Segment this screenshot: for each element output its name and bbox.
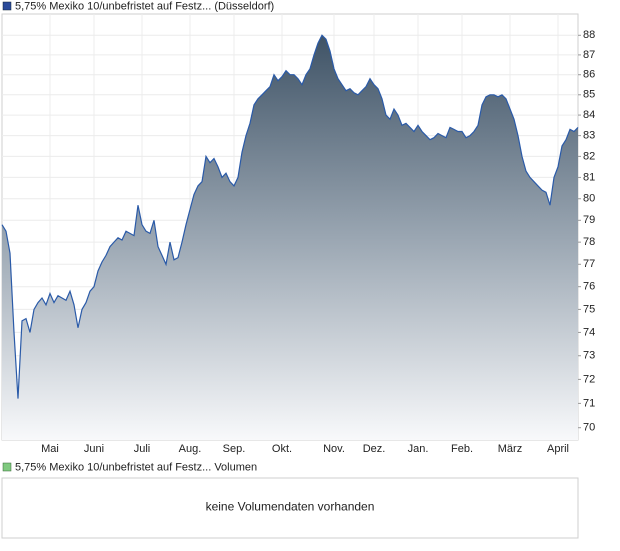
volume-frame <box>1 477 579 539</box>
legend-swatch <box>2 1 12 11</box>
x-tick-label: März <box>498 443 522 455</box>
volume-legend-label: 5,75% Mexiko 10/unbefristet auf Festz...… <box>15 461 257 473</box>
line <box>1 34 579 399</box>
y-tick-label: 72 <box>583 373 595 385</box>
x-tick-label: Juni <box>84 443 104 455</box>
x-tick-label: Jan. <box>408 443 429 455</box>
y-tick-label: 77 <box>583 258 595 270</box>
y-tick-label: 76 <box>583 281 595 293</box>
x-tick-label: April <box>547 443 569 455</box>
y-tick-label: 79 <box>583 214 595 226</box>
y-tick-label: 83 <box>583 130 595 142</box>
y-tick-label: 74 <box>583 326 595 338</box>
y-tick-label: 80 <box>583 193 595 205</box>
y-tick-label: 70 <box>583 422 595 434</box>
y-tick-label: 71 <box>583 397 595 409</box>
y-tick-label: 73 <box>583 350 595 362</box>
y-tick-label: 85 <box>583 89 595 101</box>
area <box>2 35 578 441</box>
x-tick-label: Mai <box>41 443 59 455</box>
x-tick-label: Sep. <box>223 443 246 455</box>
x-tick-label: Juli <box>134 443 151 455</box>
y-tick-label: 87 <box>583 49 595 61</box>
y-tick-label: 75 <box>583 303 595 315</box>
x-tick-label: Aug. <box>179 443 202 455</box>
y-tick-label: 78 <box>583 236 595 248</box>
y-tick-label: 86 <box>583 69 595 81</box>
volume-message: keine Volumendaten vorhanden <box>206 500 375 514</box>
x-tick-label: Dez. <box>363 443 386 455</box>
y-tick-label: 81 <box>583 171 595 183</box>
y-tick-label: 82 <box>583 150 595 162</box>
x-tick-label: Okt. <box>272 443 292 455</box>
legend-label: 5,75% Mexiko 10/unbefristet auf Festz...… <box>15 0 274 12</box>
y-tick-label: 88 <box>583 29 595 41</box>
x-tick-label: Nov. <box>323 443 345 455</box>
volume-legend-swatch <box>2 462 12 472</box>
x-tick-label: Feb. <box>451 443 473 455</box>
y-tick-label: 84 <box>583 109 595 121</box>
